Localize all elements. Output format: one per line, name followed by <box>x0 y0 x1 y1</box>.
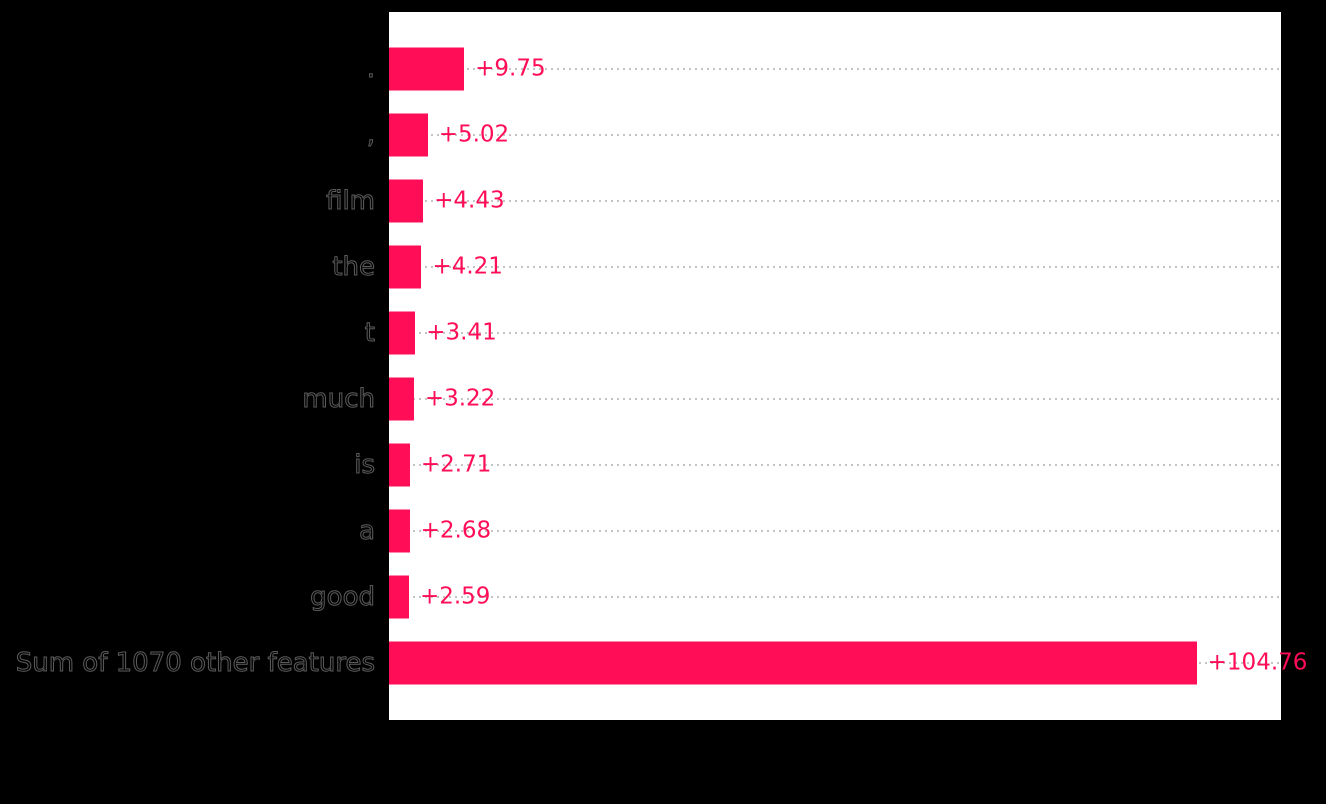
bar-value-label: +9.75 <box>475 55 546 82</box>
bar <box>389 311 416 355</box>
row-gridline <box>389 530 1281 532</box>
y-tick-label: much <box>302 384 376 414</box>
bar-value-label: +2.59 <box>419 583 491 610</box>
row-gridline <box>389 200 1281 202</box>
bar-row: +4.21 <box>389 234 1281 300</box>
plot-area: +9.75 +5.02 +4.43 +4.21 +3.41 +3.22 +2.7… <box>389 12 1307 720</box>
y-tick-label: the <box>332 252 376 282</box>
bar-row: +4.43 <box>389 168 1281 234</box>
row-gridline <box>389 596 1281 598</box>
y-tick-label: , <box>366 120 375 150</box>
y-tick-label: is <box>354 450 376 480</box>
y-tick-label: t <box>364 318 375 348</box>
bar-row: +104.76 <box>389 630 1307 696</box>
bar <box>389 443 410 487</box>
bar <box>389 113 428 157</box>
bar-row: +3.22 <box>389 366 1281 432</box>
bar <box>389 509 410 553</box>
row-gridline <box>389 68 1281 70</box>
y-tick-label: a <box>359 516 376 546</box>
bar-value-label: +4.43 <box>434 187 505 214</box>
bar <box>389 641 1197 685</box>
y-tick-label: film <box>326 186 376 216</box>
bar-value-label: +2.71 <box>420 451 492 478</box>
row-gridline <box>389 266 1281 268</box>
row-gridline <box>389 398 1281 400</box>
bar-row: +9.75 <box>389 36 1281 102</box>
y-tick-label: good <box>310 582 376 612</box>
bar-row: +2.68 <box>389 498 1281 564</box>
row-gridline <box>389 332 1281 334</box>
bar-value-label: +3.41 <box>426 319 497 346</box>
row-gridline <box>389 464 1281 466</box>
bar <box>389 179 424 223</box>
y-tick-label: Sum of 1070 other features <box>15 648 375 678</box>
bar <box>389 47 465 91</box>
bar-value-label: +5.02 <box>438 121 510 148</box>
bar-row: +5.02 <box>389 102 1281 168</box>
bar <box>389 377 414 421</box>
y-tick-label: . <box>366 54 375 84</box>
y-tick-labels: ., film the t much is a good Sum of 1070 other f… <box>0 12 375 720</box>
x-axis-area <box>389 720 1281 804</box>
bar-row: +3.41 <box>389 300 1281 366</box>
bar <box>389 245 422 289</box>
bar-value-label: +3.22 <box>424 385 496 412</box>
bar-row: +2.59 <box>389 564 1281 630</box>
bar-value-label: +2.68 <box>420 517 492 544</box>
bar <box>389 575 409 619</box>
row-gridline <box>389 134 1281 136</box>
bar-value-label: +104.76 <box>1207 649 1308 676</box>
bar-row: +2.71 <box>389 432 1281 498</box>
bar-value-label: +4.21 <box>432 253 503 280</box>
